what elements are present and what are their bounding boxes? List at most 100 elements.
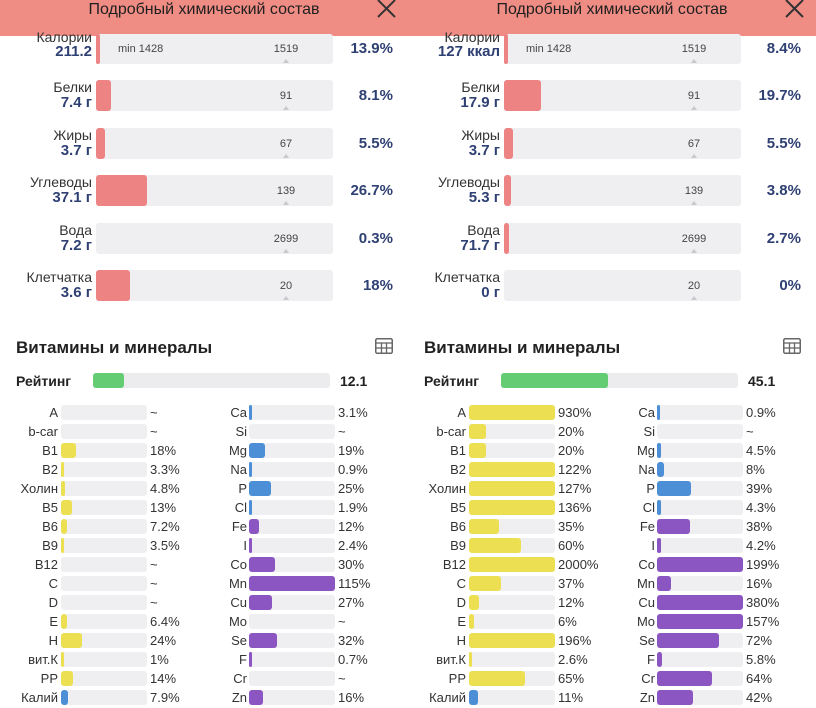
mineral-label: Mn (228, 576, 247, 591)
mineral-percent: 3.1% (338, 405, 368, 420)
mineral-percent: 8% (746, 462, 765, 477)
nutrient-target-value: 1519 (273, 43, 299, 55)
mineral-percent: 115% (338, 576, 371, 591)
mineral-percent: 2.4% (338, 538, 368, 553)
vitamin-percent: 13% (150, 500, 177, 515)
nutrient-progress-fill (504, 80, 541, 111)
nutrient-label: Жиры (461, 127, 500, 143)
close-icon[interactable] (784, 0, 806, 20)
nutrient-label: Белки (461, 79, 500, 95)
nutrition-panel-right: Подробный химический состав Калории 127 кк… (408, 0, 816, 708)
nutrient-target-value: 20 (687, 279, 701, 292)
vitamin-progress-bar (469, 595, 555, 610)
vitamin-progress-fill (61, 462, 64, 477)
vitamin-progress-fill (61, 671, 74, 686)
nutrient-label: Углеводы (437, 174, 500, 190)
vitamin-row: b-car 20% (408, 422, 816, 441)
nutrient-progress-bar: 91 (96, 80, 333, 111)
vitamin-progress-fill (61, 652, 64, 667)
mineral-label: Cu (230, 595, 247, 610)
nutrient-percent: 0% (779, 276, 801, 294)
nutrient-label: Клетчатка (434, 269, 500, 285)
mineral-label: Zn (639, 690, 655, 705)
nutrient-progress-fill (504, 34, 508, 64)
table-view-button[interactable] (375, 338, 393, 354)
nutrient-progress-bar: min 1428 1519 (504, 34, 741, 64)
vitamin-label: A (457, 405, 466, 420)
vitamin-row: A 930% (408, 403, 816, 422)
table-icon[interactable] (783, 338, 801, 354)
vitamin-label: H (48, 633, 58, 648)
mineral-percent: 0.7% (338, 652, 368, 667)
vitamin-label: B12 (442, 557, 466, 572)
nutrient-progress-fill (504, 128, 514, 159)
close-icon[interactable] (376, 0, 398, 20)
mineral-progress-bar (249, 690, 335, 705)
table-view-button[interactable] (783, 338, 801, 354)
mineral-progress-fill (249, 633, 277, 648)
mineral-progress-fill (249, 576, 335, 591)
mineral-progress-bar (657, 500, 743, 515)
nutrient-value: 3.6 г (60, 284, 92, 301)
target-marker (283, 201, 289, 205)
nutrient-min-label: min 1428 (526, 43, 572, 55)
vitamin-row: D ~ (0, 593, 408, 612)
mineral-progress-fill (657, 576, 671, 591)
mineral-progress-bar (657, 462, 743, 477)
mineral-progress-bar (249, 405, 335, 420)
vitamin-progress-bar (469, 633, 555, 648)
vitamin-progress-bar (469, 576, 555, 591)
vitamin-progress-bar (61, 633, 147, 648)
close-button[interactable] (784, 0, 806, 20)
nutrient-percent: 0.3% (358, 229, 393, 247)
vitamin-row: E 6.4% (0, 612, 408, 631)
rating-fill (501, 373, 608, 388)
nutrient-row: Белки 17.9 г 91 19.7% (408, 80, 816, 112)
vitamin-label: Холин (428, 481, 467, 496)
vitamin-progress-fill (469, 652, 472, 667)
vitamin-row: B12 2000% (408, 555, 816, 574)
vitamin-progress-fill (61, 614, 67, 629)
vitamin-row: B1 18% (0, 441, 408, 460)
vitamin-percent: 7.2% (150, 519, 180, 534)
nutrient-progress-fill (96, 270, 130, 301)
vitamin-progress-bar (469, 538, 555, 553)
vitamin-percent: 24% (150, 633, 177, 648)
vitamin-progress-bar (61, 652, 147, 667)
mineral-label: Se (231, 633, 247, 648)
vitamin-progress-bar (469, 443, 555, 458)
mineral-row: Co 30% (0, 555, 408, 574)
mineral-progress-bar (657, 424, 743, 439)
nutrient-label: Калории (444, 29, 500, 45)
mineral-progress-bar (657, 443, 743, 458)
dialog-header: Подробный химический состав (0, 0, 408, 36)
vitamin-row: Холин 4.8% (0, 479, 408, 498)
nutrient-row: Углеводы 5.3 г 139 3.8% (408, 175, 816, 207)
vitamin-progress-fill (469, 481, 555, 496)
vitamin-percent: 196% (558, 633, 592, 648)
mineral-label: Mn (636, 576, 655, 591)
mineral-percent: 38% (746, 519, 773, 534)
nutrient-label: Вода (59, 222, 92, 238)
mineral-progress-fill (657, 538, 661, 553)
nutrient-percent: 26.7% (350, 181, 393, 199)
vitamin-progress-bar (61, 481, 147, 496)
vitamin-progress-fill (469, 462, 555, 477)
vitamin-percent: 65% (558, 671, 585, 686)
mineral-label: Zn (231, 690, 247, 705)
nutrient-label: Клетчатка (26, 269, 92, 285)
nutrient-progress-bar: min 1428 1519 (96, 34, 333, 64)
mineral-progress-fill (249, 443, 266, 458)
vitamin-progress-bar (61, 424, 147, 439)
nutrient-row: Вода 7.2 г 2699 0.3% (0, 223, 408, 255)
nutrient-value: 3.7 г (60, 142, 92, 159)
vitamin-percent: 20% (558, 443, 585, 458)
nutrient-row: Белки 7.4 г 91 8.1% (0, 80, 408, 112)
vitamin-progress-bar (61, 576, 147, 591)
nutrient-percent: 5.5% (766, 134, 801, 152)
target-marker (691, 106, 697, 110)
mineral-progress-fill (249, 652, 252, 667)
table-icon[interactable] (375, 338, 393, 354)
mineral-progress-fill (249, 500, 252, 515)
close-button[interactable] (376, 0, 398, 20)
